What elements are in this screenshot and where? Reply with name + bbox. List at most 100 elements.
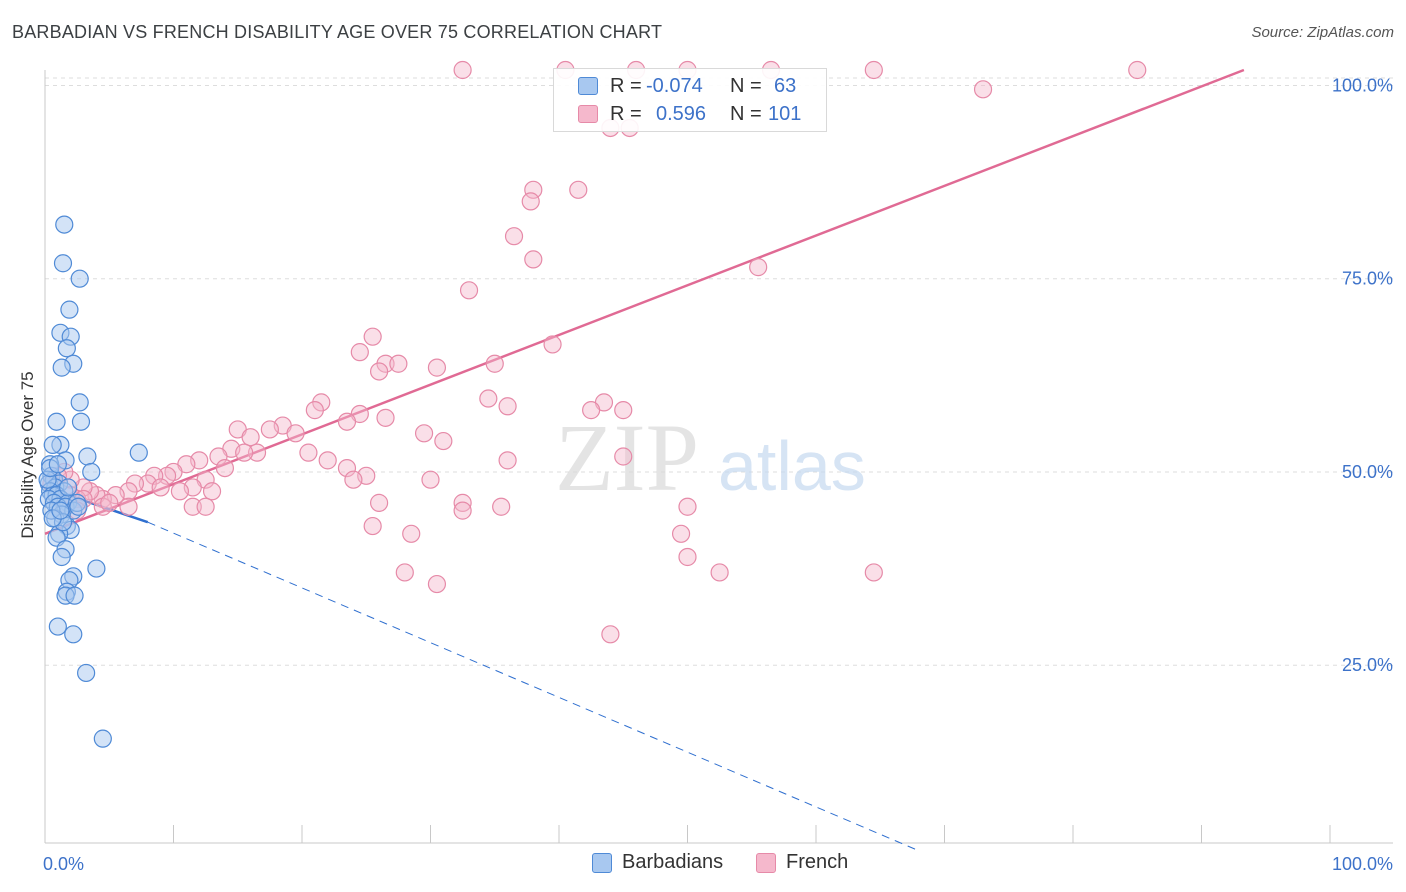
french-point <box>498 451 517 470</box>
y-tick-label: 100.0% <box>1332 75 1393 95</box>
french-point <box>389 354 408 373</box>
y-axis-label: Disability Age Over 75 <box>18 371 37 538</box>
chart-title: BARBADIAN VS FRENCH DISABILITY AGE OVER … <box>12 22 663 42</box>
french-point <box>524 250 543 269</box>
barbadian-point <box>55 215 74 234</box>
x-tick-label-min: 0.0% <box>43 854 84 874</box>
french-point <box>402 524 421 543</box>
french-point <box>235 443 254 462</box>
french-point <box>710 563 729 582</box>
french-point <box>299 443 318 462</box>
french-point <box>370 493 389 512</box>
french-point <box>614 401 633 420</box>
barbadian-point <box>48 617 67 636</box>
french-point <box>485 354 504 373</box>
tick-labels: 25.0% 50.0% 75.0% 100.0% 0.0% 100.0% <box>43 75 1393 874</box>
barbadian-point <box>52 358 71 377</box>
barbadian-point <box>87 559 106 578</box>
french-legend-swatch <box>756 852 776 873</box>
french-point <box>671 524 691 543</box>
french-point <box>170 482 190 501</box>
french-point <box>157 466 177 485</box>
french-point <box>524 180 543 199</box>
french-trend-line <box>44 68 1245 535</box>
french-point <box>614 447 633 466</box>
french-point <box>247 443 267 462</box>
french-n-value: 101 <box>768 102 802 125</box>
french-point <box>395 563 414 582</box>
french-point <box>453 501 472 520</box>
french-point <box>318 451 337 470</box>
french-point <box>601 625 620 644</box>
french-legend-label: French <box>786 851 849 873</box>
barbadian-point <box>47 412 66 431</box>
french-point <box>427 574 447 594</box>
barbadian-point <box>82 462 101 482</box>
french-point <box>337 458 357 478</box>
barbadian-point <box>78 447 97 466</box>
french-point <box>498 397 517 416</box>
french-point <box>492 497 511 516</box>
french-point <box>427 358 447 377</box>
barbadian-point <box>64 625 83 644</box>
french-swatch <box>578 105 598 123</box>
french-point <box>479 389 498 408</box>
barbadian-point <box>129 443 148 462</box>
french-point <box>582 401 601 420</box>
french-point <box>196 497 215 516</box>
french-point <box>453 60 472 80</box>
barbadian-point <box>59 478 78 497</box>
stats-legend: R = -0.074 N = 63 R = 0.596 N = 101 <box>553 68 827 132</box>
french-point <box>241 428 260 447</box>
barb-r-label: R = <box>610 74 642 97</box>
french-point <box>678 497 697 516</box>
french-points <box>42 60 1147 644</box>
barbadians-swatch <box>578 77 598 95</box>
french-point <box>151 478 170 497</box>
watermark-atlas: atlas <box>718 427 866 505</box>
legend-item-barbadians[interactable]: Barbadians <box>592 851 723 874</box>
french-n-label: N = <box>730 102 762 125</box>
french-point <box>453 493 472 512</box>
barbadian-point <box>48 455 67 474</box>
watermark: ZIP atlas <box>555 404 866 511</box>
barbadian-point <box>60 300 79 319</box>
barbadian-point <box>53 254 73 273</box>
x-tick-label-max: 100.0% <box>1332 854 1393 874</box>
french-point <box>864 563 883 582</box>
french-point <box>260 420 279 439</box>
french-point <box>350 343 369 362</box>
french-point <box>376 408 395 427</box>
barbadian-trend-extension <box>147 521 919 852</box>
french-point <box>370 362 389 381</box>
y-tick-label: 75.0% <box>1342 269 1393 289</box>
french-point <box>569 180 588 199</box>
barbadian-point <box>65 586 84 605</box>
french-point <box>543 335 562 354</box>
barbadians-legend-swatch <box>592 852 612 873</box>
french-point <box>363 327 382 346</box>
french-r-label: R = <box>610 102 642 125</box>
french-point <box>1128 60 1147 80</box>
source-label: Source: ZipAtlas.com <box>1251 24 1394 41</box>
y-tick-label: 25.0% <box>1342 655 1393 675</box>
barbadian-point <box>70 393 89 412</box>
axes <box>44 70 1393 844</box>
french-point <box>100 493 119 512</box>
legend-item-french[interactable]: French <box>756 851 848 874</box>
y-tick-label: 50.0% <box>1342 462 1393 482</box>
french-point <box>183 497 202 516</box>
barbadian-point <box>93 729 112 748</box>
barbadian-points <box>38 215 148 748</box>
french-point <box>337 412 357 431</box>
series-legend: Barbadians French <box>0 851 1406 879</box>
french-point <box>678 547 697 567</box>
legend-row-french: R = 0.596 N = 101 <box>554 101 826 127</box>
french-point <box>344 470 363 489</box>
barbadian-point <box>52 547 71 567</box>
french-point <box>864 60 883 80</box>
french-point <box>749 258 768 277</box>
french-point <box>215 458 234 478</box>
french-point <box>414 424 434 443</box>
